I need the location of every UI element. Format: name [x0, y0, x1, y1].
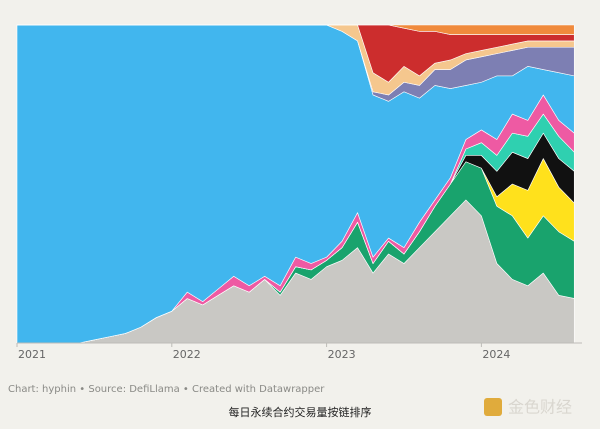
- x-tick-label: 2023: [328, 348, 356, 361]
- x-tick-label: 2021: [18, 348, 46, 361]
- x-axis: 2021 2022 2023 2024: [16, 342, 582, 361]
- x-tick-label: 2022: [173, 348, 201, 361]
- watermark-logo: [484, 398, 502, 416]
- caption: 每日永续合约交易量按链排序: [229, 405, 372, 419]
- plot-area: [16, 24, 575, 344]
- area-series: [16, 24, 575, 35]
- x-tick-label: 2024: [482, 348, 510, 361]
- watermark: 金色财经: [508, 398, 572, 417]
- source-note: Chart: hyphin • Source: DefiLlama • Crea…: [8, 384, 325, 395]
